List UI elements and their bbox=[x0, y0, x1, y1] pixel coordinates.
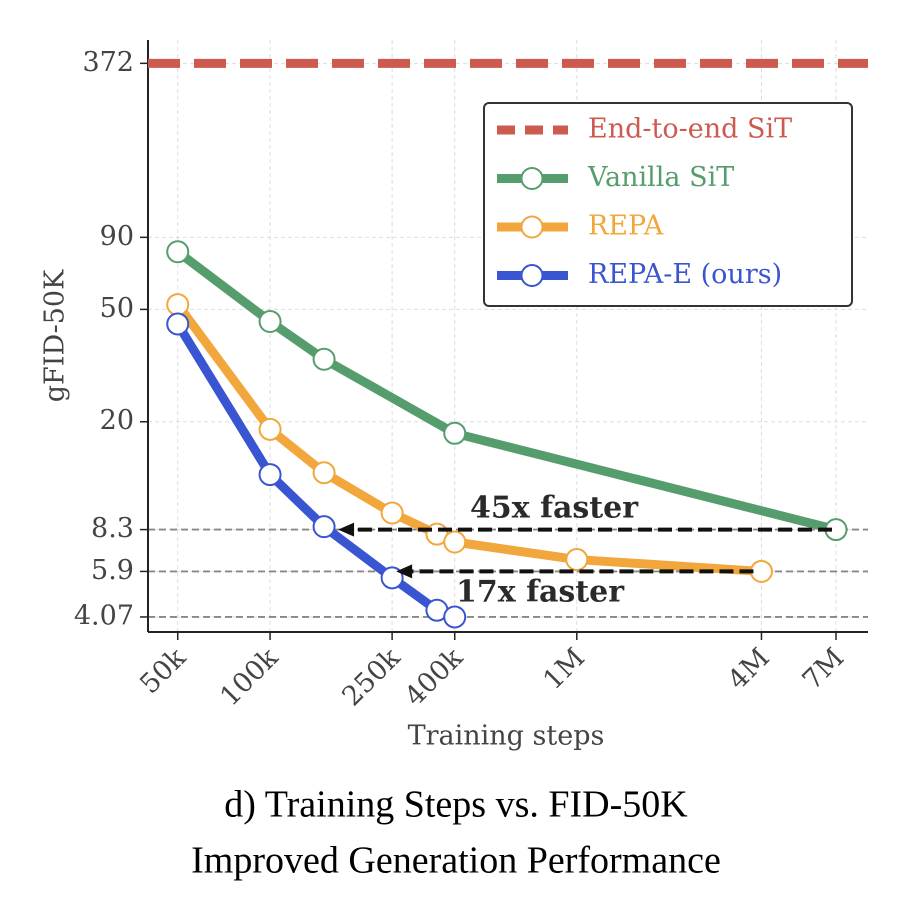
legend-marker bbox=[520, 215, 544, 239]
point bbox=[443, 530, 467, 554]
x-axis-label: Training steps bbox=[408, 721, 605, 752]
point bbox=[166, 240, 190, 264]
x-tick-label: 250k bbox=[336, 642, 406, 712]
y-tick-label: 50 bbox=[100, 293, 134, 324]
point bbox=[565, 548, 589, 572]
legend-marker bbox=[520, 167, 544, 190]
y-axis-label: gFID-50K bbox=[40, 269, 71, 402]
point bbox=[258, 417, 282, 441]
annotation: 17x faster bbox=[456, 574, 625, 609]
y-tick-label: 8.3 bbox=[91, 513, 134, 544]
legend-box bbox=[483, 102, 853, 307]
point bbox=[749, 559, 773, 583]
arrow-head bbox=[396, 564, 413, 579]
point bbox=[380, 566, 404, 590]
caption: d) Training Steps vs. FID-50K bbox=[224, 784, 688, 826]
x-tick-label: 100k bbox=[214, 642, 284, 712]
legend-label: End-to-end SiT bbox=[588, 114, 792, 145]
arrow-head bbox=[338, 522, 355, 537]
point bbox=[312, 515, 336, 539]
point bbox=[312, 347, 336, 371]
legend-marker bbox=[520, 264, 544, 287]
x-tick-label: 4M bbox=[722, 642, 776, 696]
point bbox=[166, 293, 190, 317]
annotation: 45x faster bbox=[470, 491, 639, 526]
caption: Improved Generation Performance bbox=[191, 840, 721, 882]
point bbox=[443, 605, 467, 629]
x-tick-label: 1M bbox=[537, 642, 591, 696]
legend-label: REPA-E (ours) bbox=[588, 259, 782, 290]
y-tick-label: 20 bbox=[100, 405, 134, 436]
y-tick-label: 5.9 bbox=[91, 555, 134, 586]
point bbox=[166, 312, 190, 336]
legend-label: Vanilla SiT bbox=[587, 162, 734, 193]
x-tick-label: 7M bbox=[797, 642, 851, 696]
point bbox=[380, 501, 404, 525]
x-tick-label: 400k bbox=[399, 642, 469, 712]
y-tick-label: 372 bbox=[82, 47, 134, 78]
point bbox=[258, 463, 282, 487]
y-tick-label: 90 bbox=[100, 221, 134, 252]
point bbox=[258, 310, 282, 334]
y-tick-label: 4.07 bbox=[74, 600, 134, 631]
series-line bbox=[174, 301, 762, 576]
x-tick-label: 50k bbox=[134, 642, 192, 700]
legend: End-to-end SiT Vanilla SiT REPA REPA-E (our… bbox=[483, 102, 853, 307]
legend-label: REPA bbox=[588, 211, 664, 242]
point bbox=[443, 421, 467, 445]
point bbox=[312, 461, 336, 485]
